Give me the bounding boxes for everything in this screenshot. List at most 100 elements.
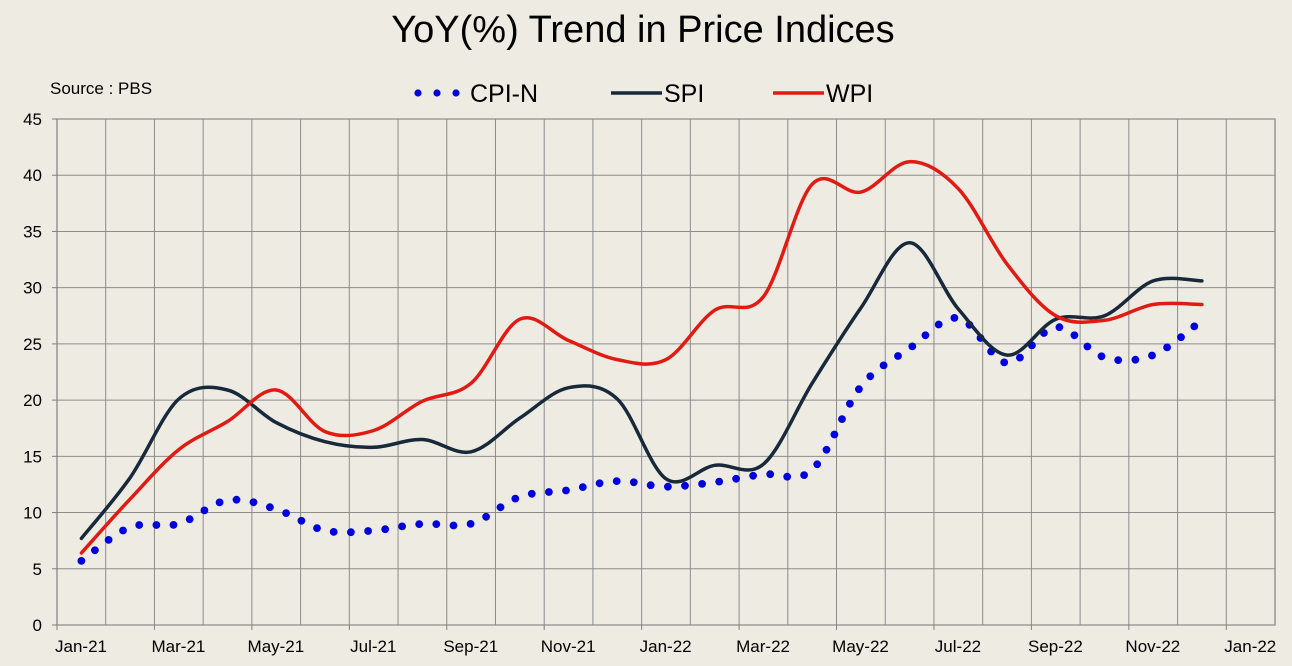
legend-dot-cpi-n <box>414 89 422 97</box>
x-tick-label: Jan-22 <box>1224 637 1276 656</box>
data-point-cpi-n <box>1070 331 1079 340</box>
data-point-cpi-n <box>612 477 621 485</box>
data-point-cpi-n <box>800 471 808 479</box>
data-point-cpi-n <box>482 512 490 521</box>
data-point-cpi-n <box>432 520 441 528</box>
data-point-cpi-n <box>381 525 390 534</box>
data-point-cpi-n <box>950 314 959 322</box>
data-point-cpi-n <box>496 503 505 512</box>
x-tick-label: Mar-21 <box>152 637 206 656</box>
data-point-cpi-n <box>119 526 127 535</box>
y-tick-label: 0 <box>33 616 42 635</box>
legend-item-wpi: WPI <box>773 80 873 108</box>
data-point-cpi-n <box>232 495 241 504</box>
data-point-cpi-n <box>1190 322 1199 331</box>
legend-dot-cpi-n <box>452 89 460 97</box>
data-point-cpi-n <box>732 474 740 483</box>
data-point-cpi-n <box>866 372 875 381</box>
x-tick-label: May-21 <box>248 637 305 656</box>
x-tick-label: Nov-21 <box>541 637 596 656</box>
data-point-cpi-n <box>822 445 831 454</box>
series-line-spi <box>79 240 1204 541</box>
y-tick-label: 45 <box>23 110 42 129</box>
y-tick-label: 35 <box>23 222 42 241</box>
data-point-cpi-n <box>527 489 536 498</box>
data-point-cpi-n <box>104 536 113 544</box>
legend-label-spi: SPI <box>664 80 704 108</box>
data-point-cpi-n <box>1000 358 1009 367</box>
data-point-cpi-n <box>1163 343 1171 352</box>
x-tick-label: Sep-22 <box>1028 637 1083 656</box>
data-point-cpi-n <box>1055 323 1064 332</box>
data-point-cpi-n <box>838 415 846 423</box>
series-lines <box>77 159 1204 565</box>
data-point-cpi-n <box>415 520 424 528</box>
y-tick-label: 20 <box>23 391 42 410</box>
data-point-cpi-n <box>545 488 553 496</box>
x-tick-label: Nov-22 <box>1125 637 1180 656</box>
y-tick-label: 40 <box>23 166 42 185</box>
data-point-cpi-n <box>629 478 638 487</box>
y-axis-ticks: 0 5 10 15 20 25 30 35 40 45 <box>23 110 57 635</box>
data-point-cpi-n <box>749 471 757 480</box>
data-point-cpi-n <box>783 472 792 481</box>
legend-item-cpi-n: CPI-N <box>414 80 538 108</box>
data-point-cpi-n <box>1016 353 1024 362</box>
legend-label-wpi: WPI <box>826 80 873 108</box>
data-point-cpi-n <box>664 482 672 491</box>
data-point-cpi-n <box>595 479 604 488</box>
data-point-cpi-n <box>135 521 144 529</box>
data-point-cpi-n <box>830 430 839 439</box>
data-point-cpi-n <box>1083 342 1092 351</box>
data-point-cpi-n <box>511 494 520 503</box>
data-point-cpi-n <box>921 331 930 340</box>
data-point-cpi-n <box>77 557 86 565</box>
data-point-cpi-n <box>249 498 258 507</box>
data-point-cpi-n <box>646 481 655 490</box>
data-point-cpi-n <box>466 520 475 528</box>
x-tick-label: Jul-21 <box>350 637 396 656</box>
y-tick-label: 30 <box>23 279 42 298</box>
data-point-cpi-n <box>934 320 943 329</box>
data-point-cpi-n <box>715 477 724 486</box>
data-point-cpi-n <box>398 522 406 531</box>
legend-label-cpi-n: CPI-N <box>470 80 538 108</box>
series-line-wpi <box>79 159 1204 555</box>
data-point-cpi-n <box>894 352 902 360</box>
data-point-cpi-n <box>1148 351 1156 360</box>
x-axis-ticks: Jan-21 Mar-21 May-21 Jul-21 Sep-21 Nov-21 Jan-… <box>55 625 1276 656</box>
data-point-cpi-n <box>681 481 689 490</box>
data-point-cpi-n <box>766 470 775 479</box>
data-point-cpi-n <box>813 460 822 469</box>
data-point-cpi-n <box>313 524 321 532</box>
chart-title: YoY(%) Trend in Price Indices <box>391 9 894 51</box>
y-tick-label: 5 <box>33 560 42 579</box>
data-point-cpi-n <box>215 498 224 507</box>
x-tick-label: Jan-21 <box>55 637 107 656</box>
grid <box>56 118 1276 626</box>
data-point-cpi-n <box>1131 355 1140 364</box>
plot-area-border <box>56 118 1276 626</box>
data-point-cpi-n <box>879 361 888 370</box>
data-point-cpi-n <box>329 528 338 536</box>
data-point-cpi-n <box>185 515 194 524</box>
data-point-cpi-n <box>266 503 274 512</box>
data-point-cpi-n <box>449 521 458 530</box>
data-point-cpi-n <box>282 509 290 517</box>
source-label: Source : PBS <box>50 79 152 98</box>
legend-item-spi: SPI <box>611 80 704 108</box>
data-point-cpi-n <box>855 385 863 394</box>
data-point-cpi-n <box>1177 333 1185 342</box>
data-point-cpi-n <box>698 480 706 488</box>
legend: CPI-N SPI WPI <box>414 80 873 108</box>
data-point-cpi-n <box>152 521 161 529</box>
data-point-cpi-n <box>1114 356 1123 364</box>
legend-dot-cpi-n <box>433 89 441 97</box>
y-tick-label: 15 <box>23 447 42 466</box>
data-point-cpi-n <box>347 528 355 537</box>
data-point-cpi-n <box>908 342 917 351</box>
x-tick-label: Sep-21 <box>443 637 498 656</box>
data-point-cpi-n <box>364 527 372 535</box>
data-point-cpi-n <box>200 506 209 515</box>
